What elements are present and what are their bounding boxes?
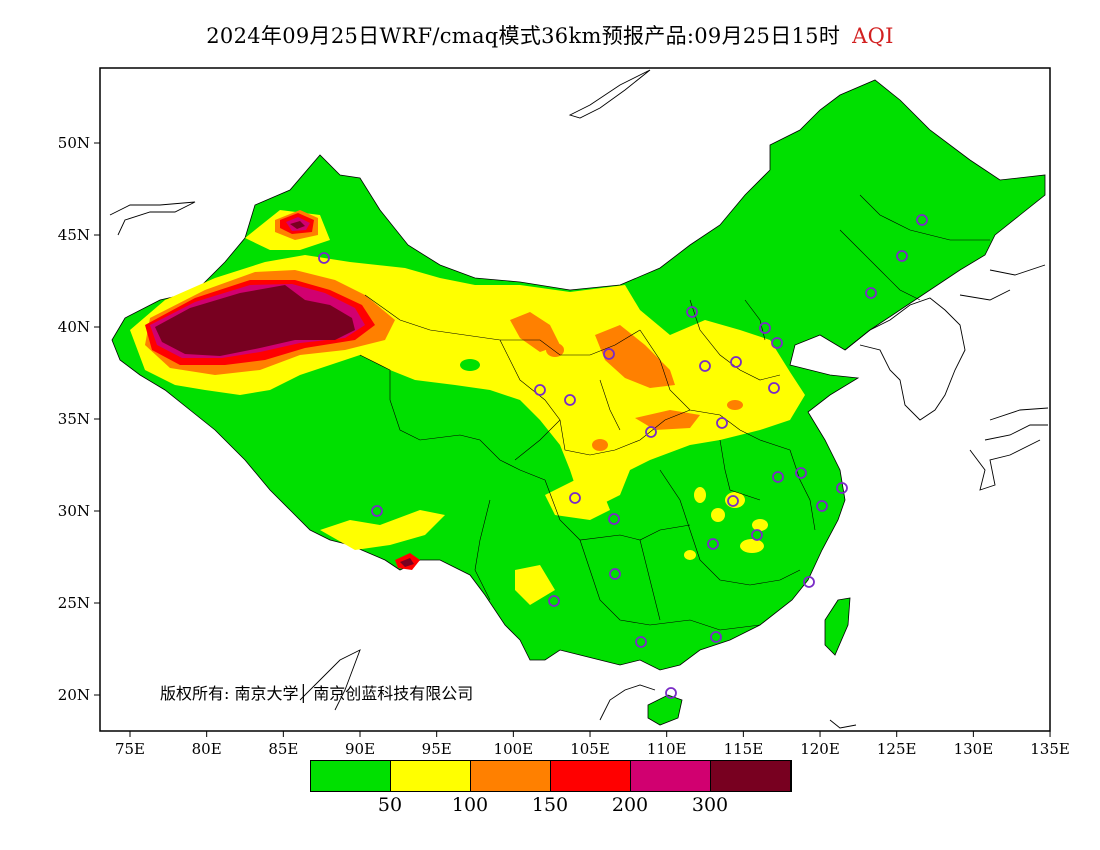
city-marker xyxy=(772,471,784,483)
legend-swatch xyxy=(391,761,471,791)
x-tick-label: 115E xyxy=(724,740,764,758)
legend-swatch xyxy=(631,761,711,791)
city-marker xyxy=(771,337,783,349)
legend-swatch xyxy=(551,761,631,791)
city-marker xyxy=(645,426,657,438)
city-marker xyxy=(609,568,621,580)
zone-moderate-spot xyxy=(740,539,764,553)
zone-usg-spot xyxy=(592,439,608,451)
neighbour-outlines xyxy=(109,69,1049,729)
zone-moderate-tibet-s xyxy=(320,510,445,550)
province-boundaries xyxy=(359,194,990,631)
city-marker xyxy=(318,252,330,264)
x-tick-label: 105E xyxy=(570,740,610,758)
zone-usg-loess-w xyxy=(510,312,560,352)
city-marker xyxy=(608,513,620,525)
x-tick-label: 125E xyxy=(877,740,917,758)
city-markers xyxy=(318,214,928,699)
city-marker xyxy=(836,482,848,494)
x-tick-label: 80E xyxy=(192,740,222,758)
x-tick-label: 120E xyxy=(800,740,840,758)
map-frame xyxy=(99,67,1051,732)
region-taiwan xyxy=(824,597,851,656)
city-marker xyxy=(768,382,780,394)
city-marker xyxy=(665,687,677,699)
legend-label: 50 xyxy=(377,794,403,816)
legend-swatch xyxy=(711,761,791,791)
x-axis: 75E 80E 85E 90E 95E 100E 105E 110E 115E 120E 125E 1… xyxy=(115,731,1070,758)
city-marker xyxy=(716,417,728,429)
zone-hazardous-north xyxy=(290,221,305,229)
city-marker xyxy=(569,492,581,504)
zone-moderate-spot xyxy=(684,550,696,560)
zone-hazardous-taklamakan xyxy=(155,285,355,356)
zone-moderate-spot xyxy=(460,359,480,371)
city-marker xyxy=(707,538,719,550)
city-marker xyxy=(751,529,763,541)
title-tag: AQI xyxy=(852,24,894,48)
y-tick-label: 35N xyxy=(58,410,90,428)
x-tick-label: 110E xyxy=(647,740,687,758)
city-marker xyxy=(686,306,698,318)
zone-hazardous-tibet-s xyxy=(400,558,414,567)
y-axis: 50N 45N 40N 35N 30N 25N 20N xyxy=(58,134,100,704)
x-tick-label: 135E xyxy=(1030,740,1070,758)
city-marker xyxy=(564,394,576,406)
legend-label: 100 xyxy=(451,794,489,816)
x-tick-label: 75E xyxy=(115,740,145,758)
zone-moderate-spot xyxy=(752,519,768,531)
city-marker xyxy=(603,348,615,360)
map-title: 2024年09月25日WRF/cmaq模式36km预报产品:09月25日15时 A… xyxy=(0,20,1100,50)
city-marker xyxy=(816,500,828,512)
legend-label: 150 xyxy=(531,794,569,816)
city-marker xyxy=(795,467,807,479)
legend-label: 300 xyxy=(691,794,729,816)
city-marker xyxy=(635,636,647,648)
city-marker xyxy=(710,631,722,643)
zone-moderate-south xyxy=(515,565,555,605)
x-tick-label: 130E xyxy=(954,740,994,758)
x-tick-label: 90E xyxy=(345,740,375,758)
aqi-legend xyxy=(310,760,792,792)
x-tick-label: 100E xyxy=(494,740,534,758)
zone-moderate-sichuan xyxy=(545,480,610,520)
city-marker xyxy=(865,287,877,299)
zone-moderate-spot xyxy=(711,508,725,522)
zone-usg-spot xyxy=(546,343,564,357)
y-tick-label: 50N xyxy=(58,134,90,152)
city-marker xyxy=(896,250,908,262)
legend-label: 200 xyxy=(611,794,649,816)
zone-usg-spot xyxy=(727,400,743,410)
y-tick-label: 25N xyxy=(58,594,90,612)
city-marker xyxy=(699,360,711,372)
y-tick-label: 40N xyxy=(58,318,90,336)
zone-moderate-spot xyxy=(694,487,706,503)
city-marker xyxy=(727,495,739,507)
x-tick-label: 95E xyxy=(422,740,452,758)
y-tick-label: 45N xyxy=(58,226,90,244)
zone-usg-central xyxy=(635,410,700,430)
city-marker xyxy=(916,214,928,226)
title-main: 2024年09月25日WRF/cmaq模式36km预报产品:09月25日15时 xyxy=(206,24,841,48)
city-marker xyxy=(759,322,771,334)
legend-swatch xyxy=(311,761,391,791)
city-marker xyxy=(803,576,815,588)
city-marker xyxy=(534,384,546,396)
city-marker xyxy=(730,356,742,368)
city-marker xyxy=(548,595,560,607)
legend-swatch xyxy=(471,761,551,791)
x-tick-label: 85E xyxy=(268,740,298,758)
region-hainan xyxy=(647,694,683,726)
copyright-text: 版权所有: 南京大学│ 南京创蓝科技有限公司 xyxy=(160,684,474,703)
y-tick-label: 30N xyxy=(58,502,90,520)
city-marker xyxy=(371,505,383,517)
zone-usg-loess xyxy=(595,325,675,388)
y-tick-label: 20N xyxy=(58,686,90,704)
